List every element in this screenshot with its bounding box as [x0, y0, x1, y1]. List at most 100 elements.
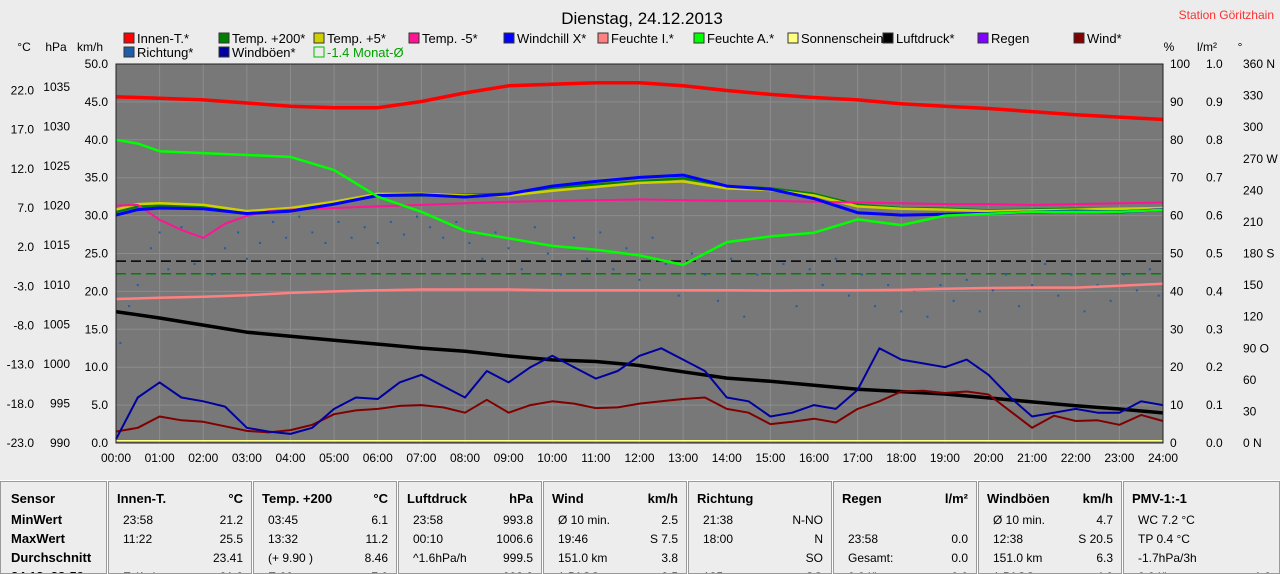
y-tick-kmh: 50.0: [85, 57, 109, 71]
cell-label: 0.0 l/h: [1138, 570, 1171, 573]
direction-point: [402, 233, 405, 236]
y-tick-hpa: 1010: [43, 278, 70, 292]
y-tick-degree: 240: [1243, 183, 1263, 197]
direction-point: [1122, 273, 1125, 276]
cell-label: 19:46: [558, 532, 589, 546]
direction-point: [874, 305, 877, 308]
y-tick-kmh: 15.0: [85, 322, 109, 336]
legend-label: Luftdruck*: [896, 31, 955, 46]
direction-point: [638, 278, 641, 281]
legend-label: Temp. +5*: [327, 31, 386, 46]
y-tick-celsius: -23.0: [7, 436, 35, 450]
direction-point: [730, 257, 733, 260]
x-tick-label: 01:00: [145, 451, 175, 465]
direction-point: [887, 284, 890, 287]
cell-label: 1 Bf SO: [558, 570, 600, 573]
direction-point: [180, 226, 183, 229]
cell-value: 993.8: [502, 513, 533, 527]
direction-point: [625, 247, 628, 250]
x-tick-label: 17:00: [843, 451, 873, 465]
y-tick-degree: 330: [1243, 89, 1263, 103]
x-tick-label: 15:00: [755, 451, 785, 465]
cell-label: (+ 9.90 ): [268, 551, 314, 565]
y-tick-rain: 0.2: [1206, 360, 1223, 374]
cell-label: 12:38: [993, 532, 1024, 546]
y-tick-celsius: 7.0: [17, 201, 34, 215]
y-tick-rain: 0.4: [1206, 284, 1223, 298]
plot-frame: [115, 63, 1164, 444]
cell-label: E (1 °): [123, 570, 157, 573]
column-unit: °C: [373, 491, 388, 506]
direction-point: [237, 231, 240, 234]
direction-point: [298, 215, 301, 218]
direction-point: [821, 284, 824, 287]
legend-label: Innen-T.*: [137, 31, 189, 46]
cell-label: 13:32: [268, 532, 299, 546]
weather-chart: 00:00 01:00 02:00 03:00 04:00 05:00 06:00 07:00…: [0, 0, 1280, 480]
column-title: Innen-T.: [117, 491, 167, 506]
legend-swatch: [597, 32, 609, 44]
row-label: 24.12. 23:59: [11, 569, 84, 573]
y-tick-rain: 1.0: [1206, 57, 1223, 71]
column-unit: l/m²: [944, 491, 968, 506]
legend-label: Richtung*: [137, 45, 193, 60]
axis-unit-percent: %: [1164, 40, 1175, 54]
grid: [115, 63, 1164, 444]
y-tick-celsius: -3.0: [13, 279, 34, 293]
direction-point: [193, 263, 196, 266]
x-tick-label: 21:00: [1017, 451, 1047, 465]
cell-value: S 20.5: [1078, 532, 1113, 546]
cell-label: E 66 °: [268, 570, 301, 573]
cell-value: 7.0: [371, 570, 388, 573]
direction-point: [1135, 289, 1138, 292]
direction-point: [546, 252, 549, 255]
cell-value: 0.0: [951, 551, 968, 565]
direction-point: [1031, 284, 1034, 287]
direction-point: [136, 284, 139, 287]
cell-value: 1.0: [1254, 570, 1271, 573]
direction-point: [717, 299, 720, 302]
direction-point: [612, 268, 615, 271]
y-tick-kmh: 40.0: [85, 133, 109, 147]
legend-label: Feuchte I.*: [611, 31, 674, 46]
cell-value: 8.46: [364, 551, 388, 565]
y-tick-celsius: 2.0: [17, 240, 34, 254]
table-row-labels: Sensor MinWert MaxWert Durchschnitt 24.12. 2…: [0, 481, 107, 574]
axis-unit-degree: °: [1238, 40, 1243, 54]
table-column-wind: Wind km/h Ø 10 min. 2.5 19:46 S 7.5 151.0 km 3.…: [543, 481, 687, 574]
cell-label: 0.0 l/h: [848, 570, 881, 573]
direction-point: [900, 310, 903, 313]
y-tick-kmh: 45.0: [85, 95, 109, 109]
table-column-richtung: Richtung 21:38 N-NO 18:00 N SO 135 ° SO: [688, 481, 832, 574]
direction-point: [1070, 273, 1073, 276]
y-tick-rain: 0.9: [1206, 95, 1223, 109]
y-tick-hpa: 1035: [43, 80, 70, 94]
reference-lines: [116, 260, 1163, 275]
cell-value: 6.3: [1096, 551, 1113, 565]
direction-point: [311, 231, 314, 234]
column-unit: km/h: [1082, 491, 1113, 506]
cell-label: 00:10: [413, 532, 444, 546]
y-tick-percent: 70: [1170, 171, 1184, 185]
series-windb-en: [115, 347, 1164, 440]
y-tick-rain: 0.5: [1206, 247, 1223, 261]
direction-point: [860, 273, 863, 276]
direction-point: [376, 241, 379, 244]
x-tick-label: 14:00: [712, 451, 742, 465]
direction-point: [978, 310, 981, 313]
direction-point: [756, 273, 759, 276]
y-tick-rain: 0.1: [1206, 398, 1223, 412]
direction-point: [167, 268, 170, 271]
table-column-luftdruck: Luftdruck hPa 23:58 993.8 00:10 1006.6 ^1.6hPa…: [398, 481, 542, 574]
table-column-pmv-1-1: PMV-1:-1 WC 7.2 °C TP 0.4 °C -1.7hPa/3h 0.0 …: [1123, 481, 1280, 574]
legend-label: -1.4 Monat-Ø: [327, 45, 404, 60]
cell-label: 151.0 km: [558, 551, 608, 565]
direction-point: [834, 257, 837, 260]
cell-value: SO: [806, 570, 823, 573]
y-tick-hpa: 1005: [43, 317, 70, 331]
row-label: Sensor: [11, 491, 56, 506]
column-title: Temp. +200: [262, 491, 333, 506]
legend-swatch: [882, 32, 894, 44]
y-tick-degree: 90 O: [1243, 341, 1269, 355]
